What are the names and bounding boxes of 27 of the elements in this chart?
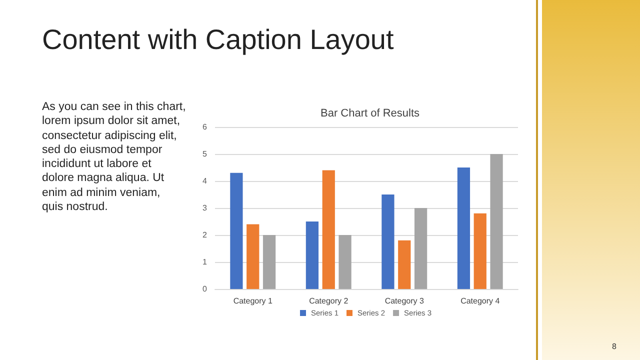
chart-title: Bar Chart of Results: [320, 108, 420, 120]
x-tick-label: Category 2: [309, 296, 349, 306]
x-tick-label: Category 4: [460, 296, 500, 306]
bar: [246, 224, 260, 289]
x-tick-label: Category 3: [384, 296, 424, 306]
y-tick-label: 0: [202, 284, 208, 294]
bar: [457, 168, 470, 289]
bar: [382, 194, 394, 289]
bar: [230, 172, 243, 289]
y-tick-label: 2: [202, 230, 208, 240]
bar: [490, 154, 503, 289]
y-tick-label: 5: [202, 150, 208, 158]
bar: [306, 222, 319, 289]
y-tick-label: 4: [202, 176, 208, 186]
bar: [262, 235, 276, 289]
text: 8: [612, 342, 616, 351]
y-tick-label: 6: [202, 122, 208, 132]
text: As you can see in this chart, lorem ipsum dolor sit amet, consectetur adipiscing elit, sed do eiusmod tempor incididunt ut labore et dolore magna aliqua. Ut enim ad minim veniam, quis nostrud.: [42, 100, 186, 214]
y-tick-label: 1: [202, 258, 208, 266]
bar: [474, 213, 486, 289]
bar: [398, 240, 411, 289]
text: Content with Caption Layout: [42, 24, 394, 56]
y-tick-label: 3: [202, 204, 208, 212]
bar: [322, 170, 335, 289]
x-tick-label: Category 1: [233, 296, 273, 306]
bar: [414, 208, 428, 289]
bar: [338, 235, 352, 289]
